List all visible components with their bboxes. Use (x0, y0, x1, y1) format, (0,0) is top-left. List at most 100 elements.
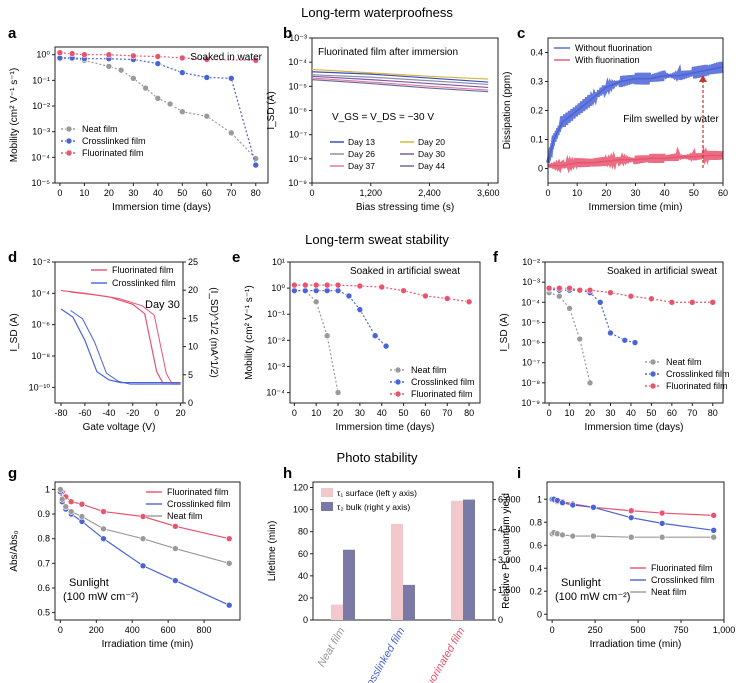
data-point-fluorinated (203, 56, 211, 63)
arrow-head (699, 75, 707, 82)
data-point-neat (323, 332, 331, 340)
legend-label: Day 26 (348, 149, 375, 159)
data-point-fluorinated (465, 298, 473, 306)
y-tick-label: 10⁰ (36, 50, 50, 60)
x-tick-label: -20 (126, 408, 139, 418)
data-point-neat (627, 533, 635, 541)
x-tick-label: 10 (311, 408, 321, 418)
data-point-fluorinated (154, 53, 162, 60)
y-axis-title: I_SD (A) (499, 313, 510, 351)
y-tick-label: 10⁻⁸ (31, 351, 50, 361)
y-tick-label: 0 (537, 609, 542, 619)
legend-marker (65, 137, 73, 145)
data-point-fluorinated (179, 54, 186, 62)
x-tick-label: -40 (102, 408, 115, 418)
panel-label: h (283, 465, 292, 482)
y2-tick-label: 1,500 (498, 585, 521, 595)
data-point-neat (117, 66, 125, 74)
x-tick-label: 40 (377, 408, 387, 418)
data-point-fluorinated (139, 513, 147, 520)
x-tick-label: 10 (572, 188, 582, 198)
legend-label: Neat film (411, 365, 447, 375)
x-tick-label: 80 (464, 408, 474, 418)
x-tick-label: 20 (104, 188, 114, 198)
x-axis-title: Irradiation time (min) (590, 639, 682, 650)
x-tick-label: 750 (674, 625, 689, 635)
y-tick-label: 1 (45, 484, 50, 494)
x-tick-label: 0 (545, 188, 550, 198)
legend-marker (649, 370, 657, 378)
x-tick-label: 20 (176, 408, 186, 418)
y-tick-label: 10⁻¹⁰ (29, 382, 51, 392)
x-tick-label: 60 (718, 188, 728, 198)
legend-marker (649, 358, 657, 366)
data-point-neat (203, 112, 211, 120)
data-point-crosslinked (590, 503, 597, 511)
x-tick-label: 0 (57, 188, 62, 198)
data-point-crosslinked (710, 526, 717, 534)
x-tick-label: 1,200 (359, 188, 382, 198)
y-tick-label: 10⁻⁵ (289, 81, 308, 91)
data-point-neat (710, 533, 717, 541)
legend-marker (65, 125, 73, 133)
panel-label: g (8, 465, 17, 482)
y-axis-title: Mobility (cm² V⁻¹ s⁻¹) (244, 285, 255, 379)
y-tick-label: 10⁻⁴ (521, 297, 540, 307)
y-tick-label: 1 (537, 494, 542, 504)
annotation: Sunlight (561, 577, 601, 589)
legend-label: τ₁ surface (left y axis) (337, 488, 417, 498)
y-tick-label: 10⁻³ (522, 277, 540, 287)
data-point-crosslinked (631, 339, 639, 346)
x-tick-label: -60 (78, 408, 91, 418)
y-tick-label: 10⁻⁴ (31, 288, 50, 298)
data-point-neat (252, 155, 260, 162)
panel-f: f 0 10 20 30 40 50 60 70 80 Immersion time (days) 1… (493, 249, 730, 433)
x-tick-label: 400 (125, 625, 140, 635)
legend-marker (649, 382, 657, 390)
y-axis-title: Dissipation (ppm) (502, 72, 513, 150)
y-tick-label: 0.2 (530, 106, 543, 116)
data-point-crosslinked (382, 342, 390, 350)
x-axis-title: Immersion time (days) (585, 422, 684, 433)
x-tick-label: 0 (309, 188, 314, 198)
data-point-neat (559, 531, 566, 539)
legend-label: Crosslinked film (651, 575, 715, 585)
data-point-fluorinated (668, 298, 676, 306)
data-point-neat (142, 84, 149, 92)
data-point-fluorinated (443, 295, 451, 302)
panel-a: a 0 10 20 30 40 50 60 70 80 Immersion time (days) 1… (8, 25, 269, 213)
x-tick-label: 0 (154, 408, 159, 418)
legend-label: Neat film (651, 587, 687, 597)
bar-tau2 (403, 584, 415, 620)
x-tick-label: 40 (626, 408, 636, 418)
data-point-neat (58, 495, 66, 503)
y-tick-label: 10¹ (272, 257, 285, 267)
panel-label: f (493, 249, 499, 266)
data-point-fluorinated (68, 50, 76, 57)
legend-label: τ₂ bulk (right y axis) (337, 502, 410, 512)
x-tick-label: 1,000 (713, 625, 736, 635)
y-axis-title: Mobility (cm² V⁻¹ s⁻¹) (9, 68, 20, 162)
data-point-neat (225, 560, 233, 567)
legend-label: Fluorinated film (411, 389, 473, 399)
y-tick-label: 10⁻⁹ (288, 178, 307, 188)
series-line-c37 (311, 77, 489, 91)
panel-label: i (517, 465, 521, 482)
annotation-2: (100 mW cm⁻²) (63, 591, 138, 603)
legend-label: Crosslinked film (666, 369, 730, 379)
series-line-c13 (311, 71, 489, 83)
data-point-fluorinated (607, 289, 614, 296)
data-point-crosslinked (100, 535, 107, 542)
panel-label: c (517, 25, 525, 42)
data-point-fluorinated (356, 282, 364, 290)
legend-marker (394, 390, 402, 398)
legend-label: Day 30 (418, 149, 445, 159)
data-point-crosslinked (559, 499, 566, 507)
x-axis-title: Gate voltage (V) (83, 422, 156, 433)
bar-tau1 (451, 500, 463, 620)
data-point-fluorinated (545, 284, 553, 292)
bar-tau2 (343, 549, 355, 620)
legend-label: Day 37 (348, 161, 375, 171)
y-tick-label: 10⁻⁸ (288, 154, 307, 164)
